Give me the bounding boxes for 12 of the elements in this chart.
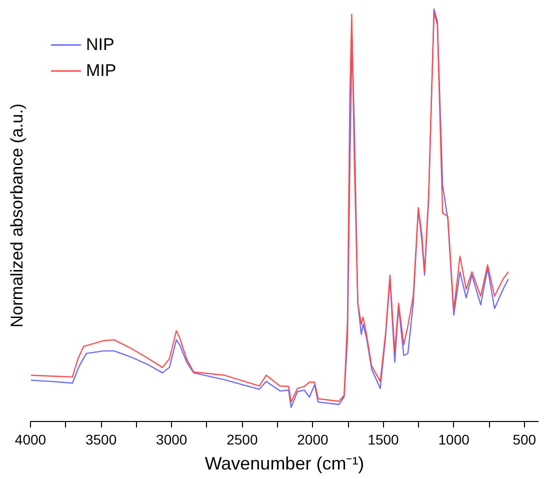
x-tick-label: 1000: [438, 432, 470, 448]
x-tick-label: 1500: [368, 432, 400, 448]
x-tick-label: 4000: [14, 432, 46, 448]
x-tick-label: 500: [512, 432, 536, 448]
legend-label: NIP: [86, 35, 114, 54]
legend-label: MIP: [86, 61, 116, 80]
x-tick-label: 2500: [226, 432, 258, 448]
x-tick-label: 3500: [85, 432, 117, 448]
y-axis-title: Normalized absorbance (a.u.): [8, 104, 26, 328]
x-tick-label: 2000: [297, 432, 329, 448]
x-axis-title: Wavenumber (cm⁻¹): [204, 454, 364, 474]
x-tick-label: 3000: [156, 432, 188, 448]
